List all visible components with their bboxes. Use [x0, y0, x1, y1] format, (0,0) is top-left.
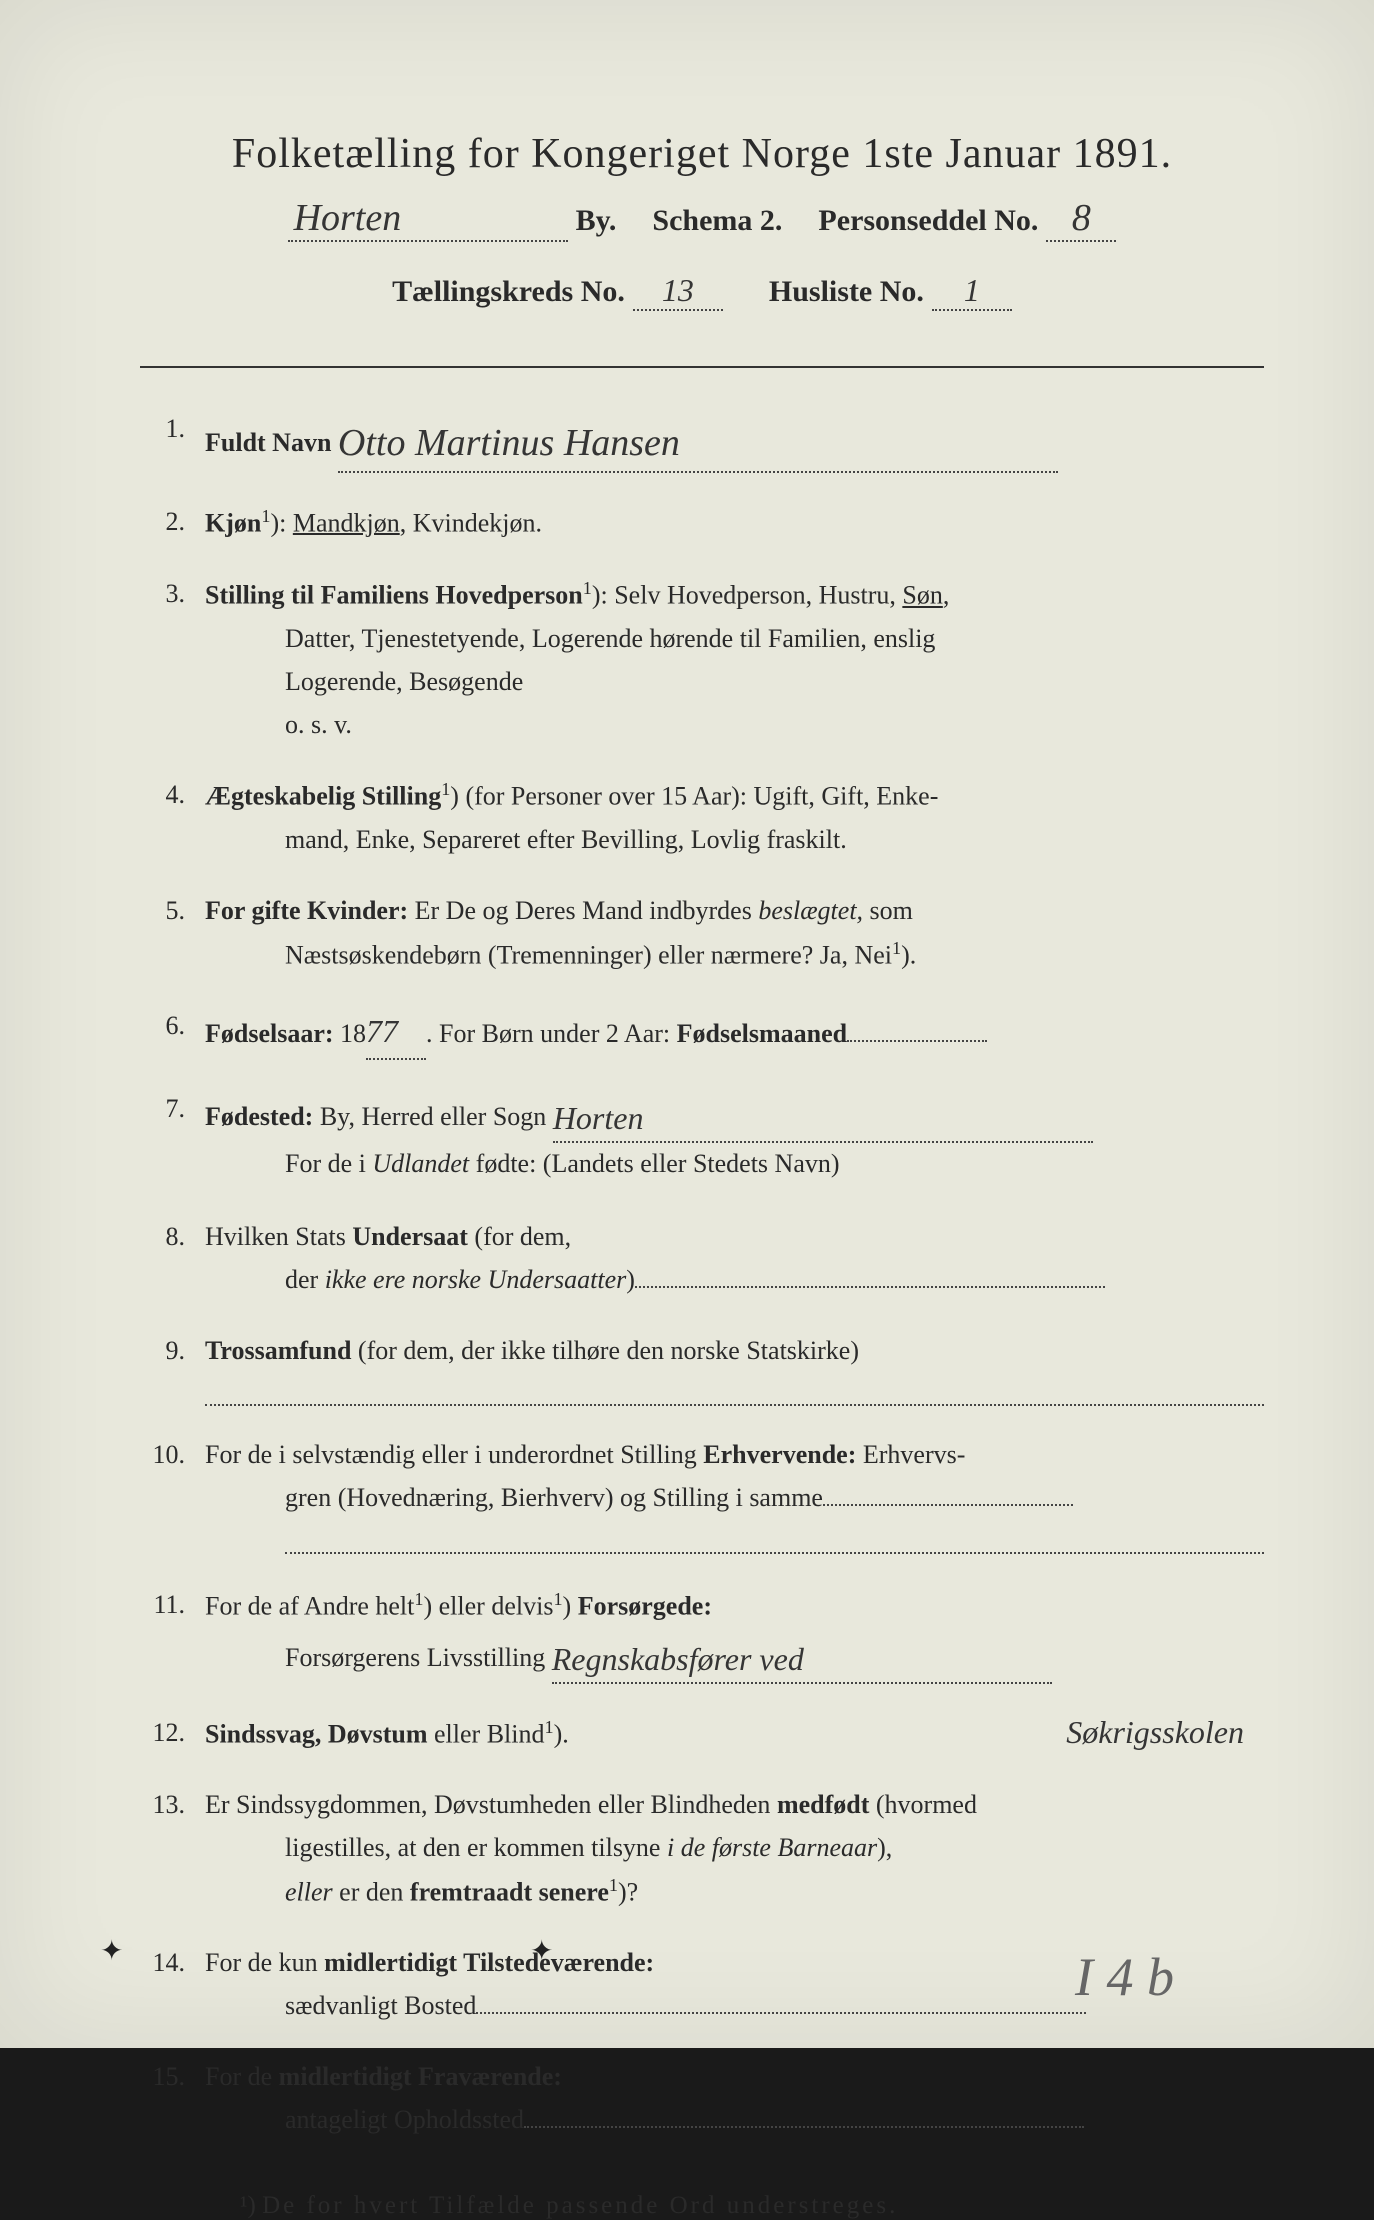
subtitle-row-2: Tællingskreds No. 13 Husliste No. 1 [140, 272, 1264, 311]
by-label: By. [576, 204, 617, 238]
item-9: 9. Trossamfund (for dem, der ikke tilhør… [140, 1330, 1264, 1407]
num-1: 1. [140, 408, 205, 451]
num-9: 9. [140, 1330, 205, 1373]
item-15: 15. For de midlertidigt Fraværende: anta… [140, 2056, 1264, 2142]
item-3: 3. Stilling til Familiens Hovedperson1):… [140, 573, 1264, 746]
q6-label: Fødselsaar: [205, 1019, 334, 1048]
item-7: 7. Fødested: By, Herred eller Sogn Horte… [140, 1088, 1264, 1186]
divider [140, 366, 1264, 368]
num-2: 2. [140, 501, 205, 544]
husliste-no: 1 [932, 272, 1012, 311]
q11-value2: Søkrigsskolen [1066, 1706, 1244, 1759]
q3-son: Søn [902, 581, 942, 610]
item-1: 1. Fuldt Navn Otto Martinus Hansen [140, 408, 1264, 473]
item-11: 11. For de af Andre helt1) eller delvis1… [140, 1584, 1264, 1683]
footnote: ¹) De for hvert Tilfælde passende Ord un… [140, 2192, 1264, 2220]
q4-label: Ægteskabelig Stilling [205, 782, 441, 811]
item-13: 13. Er Sindssygdommen, Døvstumheden elle… [140, 1784, 1264, 1914]
item-12: 12. Sindssvag, Døvstum eller Blind1). Sø… [140, 1712, 1264, 1757]
num-7: 7. [140, 1088, 205, 1131]
num-12: 12. [140, 1712, 205, 1755]
q5-label: For gifte Kvinder: [205, 896, 408, 925]
star-mark-center: ✦ [530, 1934, 553, 1968]
num-10: 10. [140, 1434, 205, 1477]
num-4: 4. [140, 774, 205, 817]
census-form-page: Folketælling for Kongeriget Norge 1ste J… [0, 0, 1374, 2048]
q6-year: 77 [366, 1005, 426, 1060]
num-15: 15. [140, 2056, 205, 2099]
schema-label: Schema 2. [652, 204, 782, 238]
kreds-no: 13 [633, 272, 723, 311]
item-10: 10. For de i selvstændig eller i underor… [140, 1434, 1264, 1554]
item-5: 5. For gifte Kvinder: Er De og Deres Man… [140, 890, 1264, 977]
item-6: 6. Fødselsaar: 1877. For Børn under 2 Aa… [140, 1005, 1264, 1060]
personseddel-no: 8 [1046, 196, 1116, 242]
form-list: 1. Fuldt Navn Otto Martinus Hansen 2. Kj… [140, 408, 1264, 2142]
q2-mandkjon: Mandkjøn [293, 508, 400, 537]
star-mark-left: ✦ [100, 1934, 123, 1968]
item-4: 4. Ægteskabelig Stilling1) (for Personer… [140, 774, 1264, 861]
page-title: Folketælling for Kongeriget Norge 1ste J… [140, 130, 1264, 178]
q11-value: Regnskabsfører ved [552, 1641, 804, 1677]
personseddel-label: Personseddel No. [818, 204, 1038, 238]
corner-annotation: I 4 b [1075, 1946, 1174, 2008]
num-8: 8. [140, 1216, 205, 1259]
num-11: 11. [140, 1584, 205, 1627]
kreds-label: Tællingskreds No. [392, 275, 625, 309]
item-8: 8. Hvilken Stats Undersaat (for dem, der… [140, 1216, 1264, 1302]
num-3: 3. [140, 573, 205, 616]
subtitle-row-1: Horten By. Schema 2. Personseddel No. 8 [140, 196, 1264, 242]
q7-value: Horten [553, 1100, 644, 1136]
num-13: 13. [140, 1784, 205, 1827]
num-5: 5. [140, 890, 205, 933]
item-2: 2. Kjøn1): Mandkjøn, Kvindekjøn. [140, 501, 1264, 546]
num-14: 14. [140, 1942, 205, 1985]
husliste-label: Husliste No. [769, 275, 924, 309]
q1-label: Fuldt Navn [205, 428, 331, 457]
q7-label: Fødested: [205, 1102, 313, 1131]
q3-label: Stilling til Familiens Hovedperson [205, 581, 583, 610]
q1-value: Otto Martinus Hansen [338, 422, 680, 464]
q2-label: Kjøn [205, 508, 261, 537]
q2-kvindekjon: Kvindekjøn. [413, 508, 542, 537]
city-field: Horten [288, 196, 568, 242]
num-6: 6. [140, 1005, 205, 1048]
